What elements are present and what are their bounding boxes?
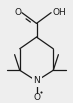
Text: O: O [33,93,40,102]
Text: OH: OH [53,8,66,17]
Text: O: O [14,8,21,17]
Text: N: N [33,77,40,85]
